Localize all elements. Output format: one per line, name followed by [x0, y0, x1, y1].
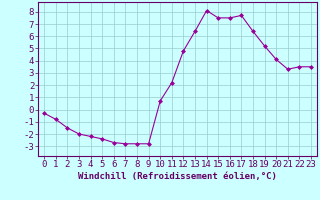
X-axis label: Windchill (Refroidissement éolien,°C): Windchill (Refroidissement éolien,°C) [78, 172, 277, 181]
